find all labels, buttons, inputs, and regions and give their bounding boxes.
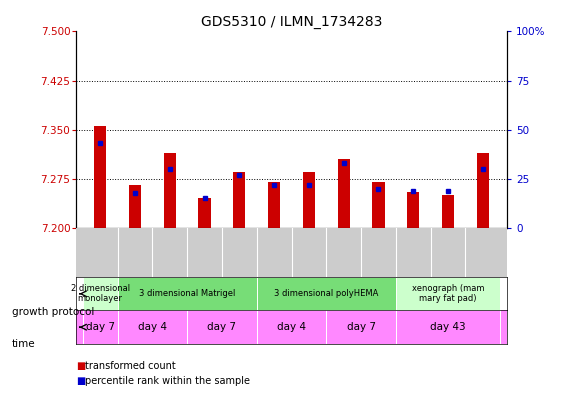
Bar	[83, 310, 118, 344]
Bar	[83, 277, 118, 310]
Bar	[257, 310, 326, 344]
Bar	[94, 127, 106, 228]
Text: day 7: day 7	[208, 322, 237, 332]
Bar	[233, 172, 245, 228]
Bar	[129, 185, 141, 228]
Text: 2 dimensional
monolayer: 2 dimensional monolayer	[71, 284, 129, 303]
Bar	[198, 198, 210, 228]
Text: day 4: day 4	[277, 322, 306, 332]
Text: time: time	[12, 339, 36, 349]
Bar	[164, 152, 176, 228]
Text: percentile rank within the sample: percentile rank within the sample	[85, 376, 250, 386]
Text: ■: ■	[76, 376, 85, 386]
Bar	[396, 310, 500, 344]
Text: transformed count: transformed count	[85, 361, 175, 371]
Text: day 4: day 4	[138, 322, 167, 332]
Text: day 7: day 7	[86, 322, 115, 332]
Bar	[373, 182, 385, 228]
Bar	[477, 152, 489, 228]
Text: 3 dimensional Matrigel: 3 dimensional Matrigel	[139, 289, 236, 298]
Text: 3 dimensional polyHEMA: 3 dimensional polyHEMA	[274, 289, 378, 298]
Text: xenograph (mam
mary fat pad): xenograph (mam mary fat pad)	[412, 284, 484, 303]
Bar	[257, 277, 396, 310]
Bar	[396, 277, 500, 310]
Text: growth protocol: growth protocol	[12, 307, 94, 318]
Bar	[303, 172, 315, 228]
Bar	[326, 310, 396, 344]
Bar	[338, 159, 350, 228]
Bar	[268, 182, 280, 228]
Bar	[187, 310, 257, 344]
Text: ■: ■	[76, 361, 85, 371]
Title: GDS5310 / ILMN_1734283: GDS5310 / ILMN_1734283	[201, 15, 382, 29]
Text: day 7: day 7	[346, 322, 375, 332]
Bar	[407, 192, 419, 228]
Text: day 43: day 43	[430, 322, 466, 332]
Bar	[442, 195, 454, 228]
Bar	[118, 277, 257, 310]
Bar	[118, 310, 187, 344]
